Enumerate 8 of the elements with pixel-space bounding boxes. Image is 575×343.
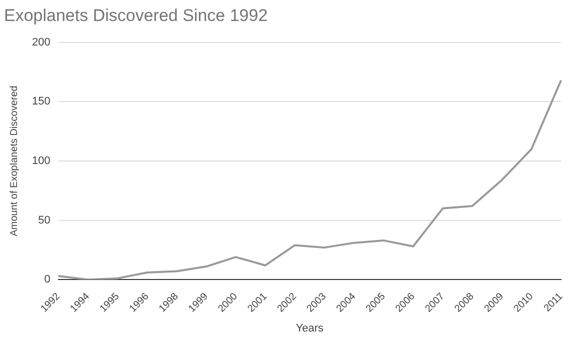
x-axis-title: Years	[296, 322, 324, 334]
y-tick-label: 100	[32, 155, 50, 168]
y-tick-label: 50	[38, 214, 50, 226]
y-tick-label: 150	[32, 96, 50, 108]
y-axis-title: Amount of Exoplanets Discovered	[8, 86, 20, 236]
y-tick-label: 200	[32, 36, 50, 48]
chart-title: Exoplanets Discovered Since 1992	[4, 6, 268, 25]
y-tick-label: 0	[44, 274, 50, 286]
